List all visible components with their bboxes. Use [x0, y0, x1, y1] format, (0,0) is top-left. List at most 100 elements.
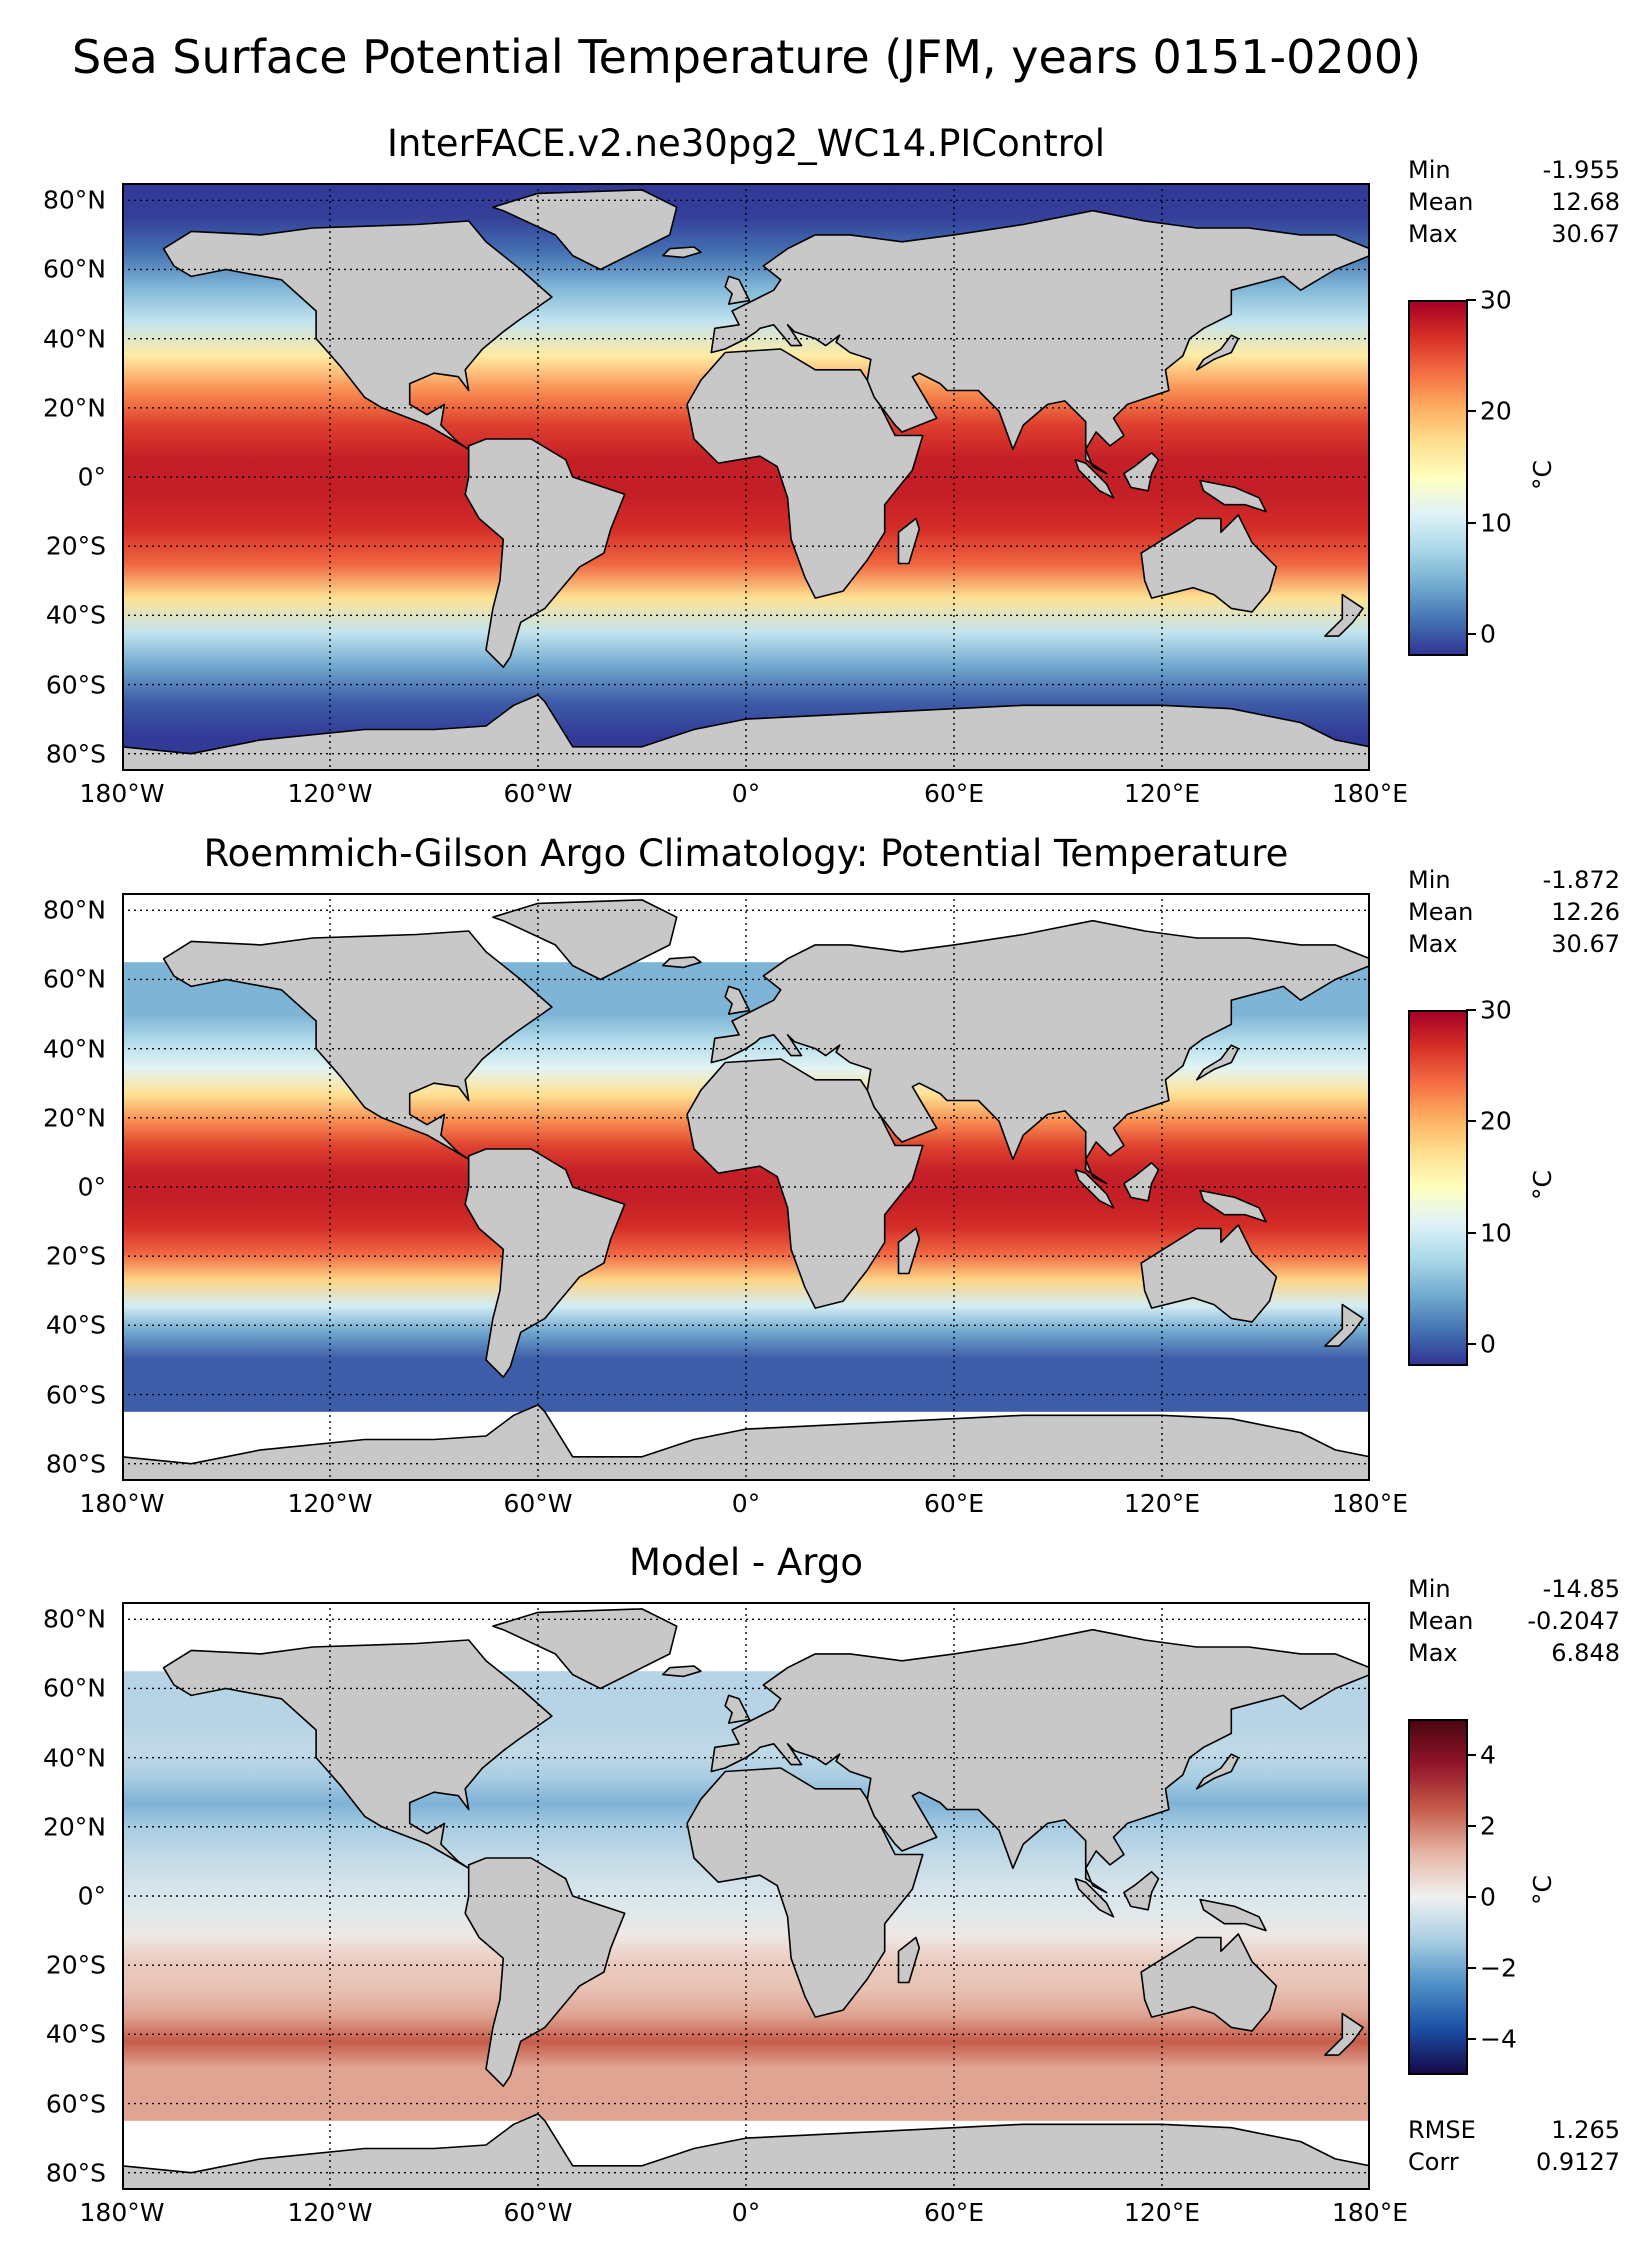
map-svg — [122, 1602, 1370, 2190]
stat-label: RMSE — [1408, 2116, 1476, 2144]
colorbar-tick-mark — [1466, 1824, 1476, 1827]
land-new-zealand — [1324, 1303, 1364, 1347]
stat-label: Max — [1408, 930, 1458, 958]
colorbar-argo — [1408, 1010, 1468, 1366]
y-tick-label: 60°S — [45, 670, 106, 700]
colorbar-tick-mark — [1466, 299, 1476, 301]
land-eurasia — [710, 1628, 1370, 1894]
panel-title-model: InterFACE.v2.ne30pg2_WC14.PIControl — [386, 122, 1106, 165]
stats-argo: Min -1.872 Mean 12.26 Max 30.67 — [1408, 864, 1620, 960]
y-tick-label: 20°S — [45, 1950, 106, 1980]
y-tick-label: 60°S — [45, 2089, 106, 2119]
y-tick-label: 0° — [77, 1172, 106, 1202]
stats-model: Min -1.955 Mean 12.68 Max 30.67 — [1408, 154, 1620, 250]
stat-value: -0.2047 — [1527, 1607, 1620, 1635]
stat-value: 12.68 — [1551, 188, 1620, 216]
stat-value: -1.872 — [1542, 866, 1620, 894]
stat-row: Mean -0.2047 — [1408, 1605, 1620, 1637]
x-tick-label: 120°E — [1123, 1489, 1201, 1518]
stat-value: 6.848 — [1551, 1639, 1620, 1667]
x-tick-label: 60°W — [503, 779, 573, 808]
land-greenland — [492, 1608, 678, 1690]
y-tick-label: 0° — [77, 462, 106, 492]
colorbar-tick-mark — [1466, 1342, 1476, 1345]
land-antarctica — [122, 2113, 1370, 2190]
colorbar-label-model: °C — [1528, 460, 1557, 490]
y-tick-label: 80°N — [42, 185, 106, 215]
land-eurasia — [710, 919, 1370, 1185]
colorbar-tick-label: 10 — [1480, 1218, 1512, 1247]
land-south-america — [464, 1148, 626, 1379]
land-indonesia-borneo — [1123, 1870, 1160, 1911]
map-model — [122, 183, 1370, 771]
colorbar-diff — [1408, 1719, 1468, 2075]
y-tick-label: 80°S — [45, 739, 106, 769]
land-japan — [1195, 334, 1240, 371]
map-diff — [122, 1602, 1370, 2190]
x-tick-label: 180°W — [79, 2198, 165, 2227]
land-north-america — [162, 220, 553, 451]
x-tick-label: 60°E — [923, 2198, 985, 2227]
land-new-guinea — [1199, 1189, 1267, 1223]
stat-value: 0.9127 — [1536, 2148, 1620, 2176]
stat-row: Max 30.67 — [1408, 928, 1620, 960]
land-antarctica — [122, 1404, 1370, 1481]
stat-row: Min -14.85 — [1408, 1573, 1620, 1605]
land-indonesia-borneo — [1123, 451, 1160, 492]
land-south-america — [464, 438, 626, 669]
land-south-america — [464, 1857, 626, 2088]
land-japan — [1195, 1753, 1240, 1790]
colorbar-tick-label: 30 — [1480, 995, 1512, 1025]
y-tick-label: 20°N — [42, 1812, 106, 1842]
x-tick-label: 180°E — [1331, 2198, 1409, 2227]
land-new-guinea — [1199, 479, 1267, 513]
land-new-zealand — [1324, 2012, 1364, 2056]
stat-value: 30.67 — [1551, 220, 1620, 248]
y-tick-label: 20°N — [42, 1103, 106, 1133]
panel-title-diff: Model - Argo — [629, 1541, 863, 1584]
stat-value: -1.955 — [1542, 156, 1620, 184]
stat-value: 1.265 — [1551, 2116, 1620, 2144]
y-tick-label: 40°N — [42, 1034, 106, 1064]
land-australia — [1140, 514, 1278, 613]
x-tick-label: 60°W — [503, 1489, 573, 1518]
x-tick-label: 120°W — [287, 1489, 373, 1518]
land-indonesia-sumatra — [1074, 1877, 1115, 1918]
colorbar-label-diff: °C — [1528, 1875, 1557, 1905]
land-uk — [724, 985, 751, 1015]
x-tick-label: 180°E — [1331, 1489, 1409, 1518]
x-tick-label: 60°E — [923, 779, 985, 808]
land-greenland — [492, 899, 678, 981]
y-tick-label: 20°S — [45, 1241, 106, 1271]
land-indonesia-sumatra — [1074, 1168, 1115, 1209]
x-tick-label: 180°W — [79, 779, 165, 808]
stat-value: 12.26 — [1551, 898, 1620, 926]
colorbar-tick-label: 0 — [1480, 619, 1496, 649]
y-tick-label: 60°N — [42, 1673, 106, 1703]
y-tick-label: 40°S — [45, 2019, 106, 2049]
land-uk — [724, 1694, 751, 1724]
stat-label: Mean — [1408, 1607, 1474, 1635]
x-tick-label: 0° — [731, 779, 761, 808]
y-tick-label: 40°S — [45, 600, 106, 630]
x-tick-label: 120°W — [287, 2198, 373, 2227]
colorbar-tick-label: 2 — [1480, 1811, 1496, 1841]
y-tick-label: 20°N — [42, 393, 106, 423]
figure-title: Sea Surface Potential Temperature (JFM, … — [72, 30, 1422, 84]
land-australia — [1140, 1933, 1278, 2032]
land-north-america — [162, 930, 553, 1161]
land-indonesia-borneo — [1123, 1161, 1160, 1202]
stats-diff: Min -14.85 Mean -0.2047 Max 6.848 — [1408, 1573, 1620, 1669]
land-australia — [1140, 1224, 1278, 1323]
stat-label: Mean — [1408, 898, 1474, 926]
land-madagascar — [897, 1936, 921, 1984]
colorbar-tick-label: 0 — [1480, 1882, 1496, 1912]
stat-label: Max — [1408, 220, 1458, 248]
error-stats-diff: RMSE 1.265 Corr 0.9127 — [1408, 2114, 1620, 2178]
colorbar-tick-label: −4 — [1480, 2024, 1517, 2054]
colorbar-tick-label: −2 — [1480, 1953, 1517, 1983]
map-frame — [122, 1602, 1370, 2190]
colorbar-tick-mark — [1466, 521, 1476, 524]
stat-row: RMSE 1.265 — [1408, 2114, 1620, 2146]
